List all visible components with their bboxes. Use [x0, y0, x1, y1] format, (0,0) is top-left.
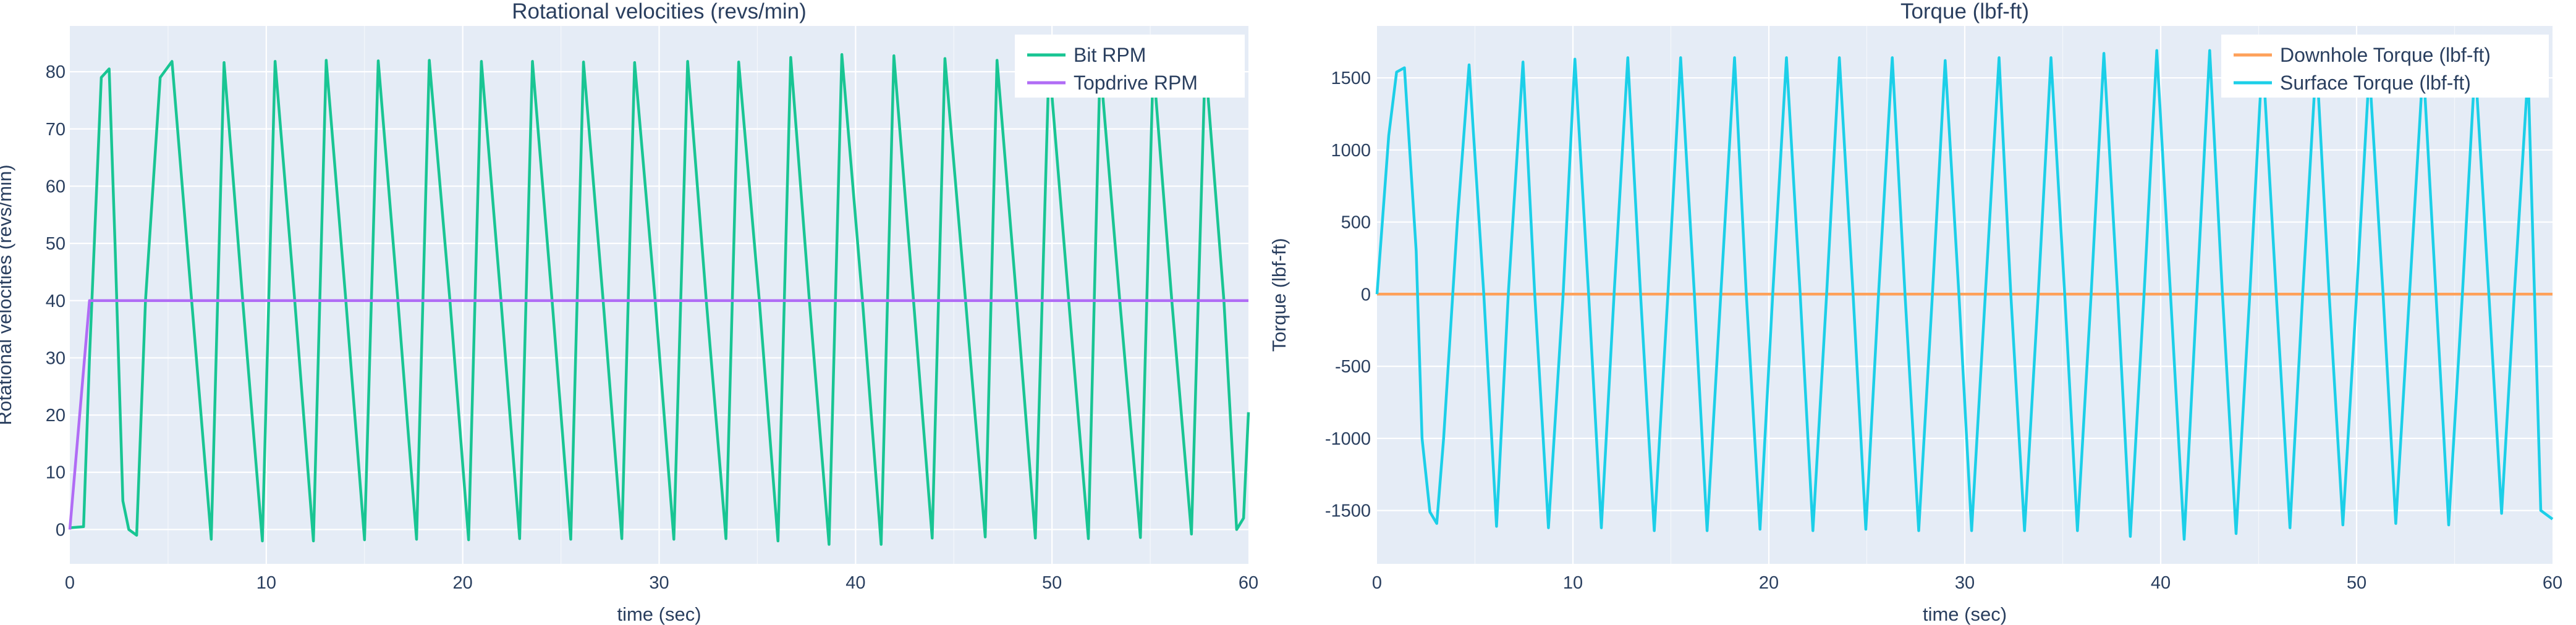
legend-label: Bit RPM	[1074, 44, 1146, 66]
x-tick-label: 50	[2347, 573, 2366, 593]
x-tick-labels: 0 10 20 30 40 50 60	[1372, 573, 2562, 593]
y-tick-label: 1500	[1331, 69, 1371, 88]
x-tick-labels: 0 10 20 30 40 50 60	[65, 573, 1258, 593]
y-tick-label: 0	[1361, 285, 1371, 304]
y-tick-label: 50	[46, 234, 66, 254]
series-lines	[1375, 49, 2554, 541]
y-tick-label: 70	[46, 120, 66, 140]
legend-label: Topdrive RPM	[1074, 72, 1198, 94]
legend-box	[2221, 35, 2549, 98]
x-tick-label: 20	[1759, 573, 1779, 593]
x-tick-label: 40	[845, 573, 865, 593]
x-tick-label: 30	[649, 573, 669, 593]
x-tick-label: 0	[65, 573, 75, 593]
x-tick-label: 60	[1239, 573, 1258, 593]
y-tick-label: 20	[46, 406, 66, 426]
x-tick-label: 30	[1955, 573, 1975, 593]
legend-box	[1015, 35, 1245, 98]
minor-gridlines	[167, 26, 1151, 564]
y-tick-label: 40	[46, 292, 66, 311]
x-axis-title: time (sec)	[1923, 603, 2007, 625]
chart-title: Rotational velocities (revs/min)	[512, 0, 807, 23]
legend-label: Surface Torque (lbf-ft)	[2280, 72, 2471, 94]
y-axis-title: Rotational velocities (revs/min)	[0, 164, 15, 425]
x-tick-label: 20	[453, 573, 473, 593]
y-tick-label: 500	[1341, 213, 1371, 233]
series-line-surface-torque-lbf-ft	[1375, 49, 2554, 541]
series-lines	[68, 53, 1250, 546]
y-tick-label: 0	[56, 520, 66, 540]
y-tick-label: 30	[46, 348, 66, 368]
x-tick-label: 60	[2543, 573, 2562, 593]
y-tick-label: 10	[46, 463, 66, 483]
x-tick-label: 10	[256, 573, 276, 593]
x-tick-label: 50	[1042, 573, 1062, 593]
legend: Bit RPM Topdrive RPM	[1015, 35, 1245, 98]
x-tick-label: 40	[2151, 573, 2171, 593]
x-tick-label: 0	[1372, 573, 1382, 593]
series-line-topdrive-rpm	[68, 299, 1248, 530]
x-axis-title: time (sec)	[617, 603, 701, 625]
legend: Downhole Torque (lbf-ft) Surface Torque (…	[2221, 35, 2549, 98]
y-tick-label: 80	[46, 62, 66, 82]
x-tick-label: 10	[1563, 573, 1583, 593]
rotational-velocities-chart: 0 10 20 30 40 50 60 0 10 20 30 40 50 60 70 80 Rotational…	[0, 0, 1258, 625]
chart-title: Torque (lbf-ft)	[1900, 0, 2029, 23]
torque-chart: 0 10 20 30 40 50 60 -1500 -1000 -500 0 500 1000 1500 T…	[1268, 0, 2562, 625]
legend-label: Downhole Torque (lbf-ft)	[2280, 44, 2491, 66]
y-axis-title: Torque (lbf-ft)	[1268, 238, 1290, 351]
y-tick-labels: 0 10 20 30 40 50 60 70 80	[46, 62, 66, 540]
y-tick-label: 1000	[1331, 141, 1371, 161]
y-tick-labels: -1500 -1000 -500 0 500 1000 1500	[1325, 69, 1371, 521]
y-tick-label: -500	[1335, 357, 1371, 377]
y-tick-label: 60	[46, 177, 66, 196]
y-tick-label: -1500	[1325, 501, 1371, 521]
y-tick-label: -1000	[1325, 429, 1371, 449]
